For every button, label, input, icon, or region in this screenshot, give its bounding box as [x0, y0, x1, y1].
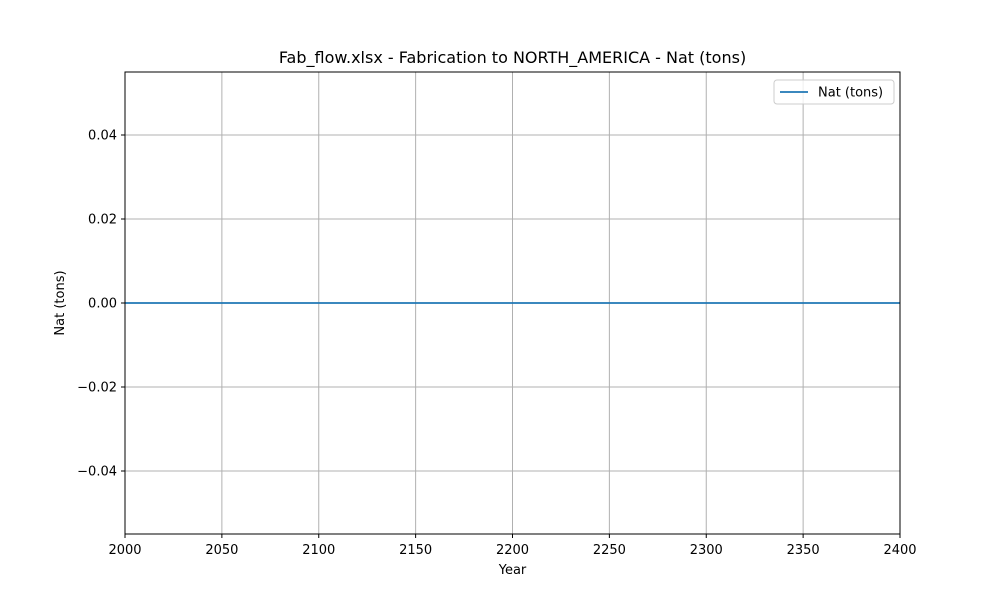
y-tick-label: 0.00	[88, 297, 117, 312]
x-tick-label: 2100	[302, 543, 335, 558]
y-tick-label: −0.04	[77, 465, 117, 480]
y-tick-label: −0.02	[77, 381, 117, 396]
y-tick-label: 0.04	[88, 129, 117, 144]
y-axis-label: Nat (tons)	[53, 270, 68, 335]
x-axis-label: Year	[498, 563, 527, 578]
x-tick-label: 2350	[787, 543, 820, 558]
y-axis: −0.04 −0.02 0.00 0.02 0.04	[77, 129, 125, 480]
x-tick-label: 2300	[690, 543, 723, 558]
x-tick-label: 2150	[399, 543, 432, 558]
x-tick-label: 2200	[496, 543, 529, 558]
x-tick-label: 2000	[108, 543, 141, 558]
chart-title: Fab_flow.xlsx - Fabrication to NORTH_AME…	[279, 48, 746, 68]
legend: Nat (tons)	[773, 79, 895, 105]
x-tick-label: 2400	[883, 543, 916, 558]
legend-box	[773, 79, 895, 105]
y-tick-label: 0.02	[88, 213, 117, 228]
x-axis: 2000 2050 2100 2150 2200 2250 2300 2350 2400	[108, 534, 917, 558]
x-tick-label: 2250	[593, 543, 626, 558]
legend-label: Nat (tons)	[818, 86, 883, 101]
x-tick-label: 2050	[205, 543, 238, 558]
